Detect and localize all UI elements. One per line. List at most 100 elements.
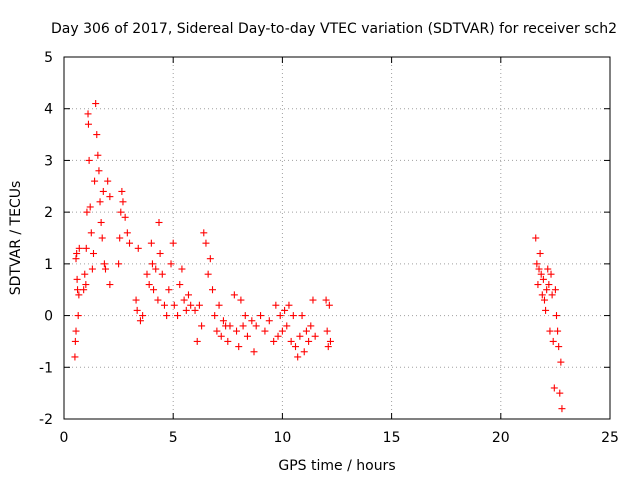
data-point [180, 296, 188, 304]
data-point [294, 353, 302, 361]
data-point [534, 281, 542, 289]
data-point [547, 270, 555, 278]
data-point [554, 327, 562, 335]
data-point [549, 337, 557, 345]
data-point [239, 322, 247, 330]
data-point [147, 239, 155, 247]
data-point [204, 270, 212, 278]
data-point [550, 384, 558, 392]
data-point [80, 286, 88, 294]
data-point [544, 265, 552, 273]
data-point [235, 343, 243, 351]
data-point [158, 270, 166, 278]
data-point [539, 275, 547, 283]
y-tick-label: -2 [39, 412, 53, 428]
x-tick-label: 0 [60, 430, 69, 446]
data-point [322, 296, 330, 304]
data-point [133, 306, 141, 314]
data-point [93, 131, 101, 139]
data-point [119, 198, 127, 206]
data-point [96, 198, 104, 206]
data-point [274, 332, 282, 340]
y-tick-label: 3 [44, 153, 53, 169]
data-point [84, 110, 92, 118]
data-point [85, 156, 93, 164]
y-tick-label: 0 [44, 309, 53, 325]
data-point [84, 120, 92, 128]
y-tick-label: 2 [44, 205, 53, 221]
data-point [123, 229, 131, 237]
data-point [548, 291, 556, 299]
data-point [95, 167, 103, 175]
data-point [156, 250, 164, 258]
x-tick-label: 25 [601, 430, 619, 446]
data-point [533, 260, 541, 268]
y-axis-label: SDTVAR / TECUs [8, 181, 24, 296]
data-point [152, 265, 160, 273]
data-point [545, 281, 553, 289]
data-point [213, 327, 221, 335]
data-point [143, 270, 151, 278]
data-point [325, 301, 333, 309]
data-points [71, 100, 566, 413]
data-point [551, 286, 559, 294]
data-point [537, 270, 545, 278]
x-tick-label: 5 [169, 430, 178, 446]
data-point [163, 312, 171, 320]
x-tick-labels: 0 5 10 15 20 25 [60, 430, 619, 446]
data-point [261, 327, 269, 335]
data-point [86, 203, 94, 211]
data-point [91, 177, 99, 185]
data-point [72, 255, 80, 263]
x-axis-label: GPS time / hours [278, 458, 395, 474]
data-point [117, 208, 125, 216]
data-point [555, 343, 563, 351]
data-point [148, 260, 156, 268]
data-point [326, 337, 334, 345]
data-point [81, 270, 89, 278]
data-point [73, 275, 81, 283]
data-point [292, 343, 300, 351]
data-point [248, 317, 256, 325]
data-point [536, 250, 544, 258]
data-point [126, 239, 134, 247]
data-point [88, 265, 96, 273]
data-point [206, 255, 214, 263]
data-point [300, 348, 308, 356]
data-point [298, 312, 306, 320]
data-point [241, 312, 249, 320]
data-point [182, 306, 190, 314]
data-point [230, 291, 238, 299]
data-point [543, 286, 551, 294]
data-point [187, 301, 195, 309]
data-point [191, 306, 199, 314]
data-point [72, 327, 80, 335]
data-point [193, 337, 201, 345]
data-point [285, 301, 293, 309]
data-point [278, 327, 286, 335]
data-point [116, 234, 124, 242]
data-point [73, 250, 81, 258]
data-point [532, 234, 540, 242]
data-point [289, 312, 297, 320]
data-point [74, 312, 82, 320]
data-point [323, 327, 331, 335]
data-point [307, 322, 315, 330]
data-point [546, 327, 554, 335]
y-tick-label: 4 [44, 102, 53, 118]
y-tick-label: -1 [39, 360, 53, 376]
data-point [557, 358, 565, 366]
data-point [287, 337, 295, 345]
data-point [165, 286, 173, 294]
data-point [75, 244, 83, 252]
data-point [82, 281, 90, 289]
data-point [226, 322, 234, 330]
data-point [281, 306, 289, 314]
y-tick-label: 5 [44, 50, 53, 66]
data-point [296, 332, 304, 340]
data-point [283, 322, 291, 330]
data-point [270, 337, 278, 345]
data-point [215, 301, 223, 309]
data-point [121, 213, 129, 221]
data-point [97, 218, 105, 226]
